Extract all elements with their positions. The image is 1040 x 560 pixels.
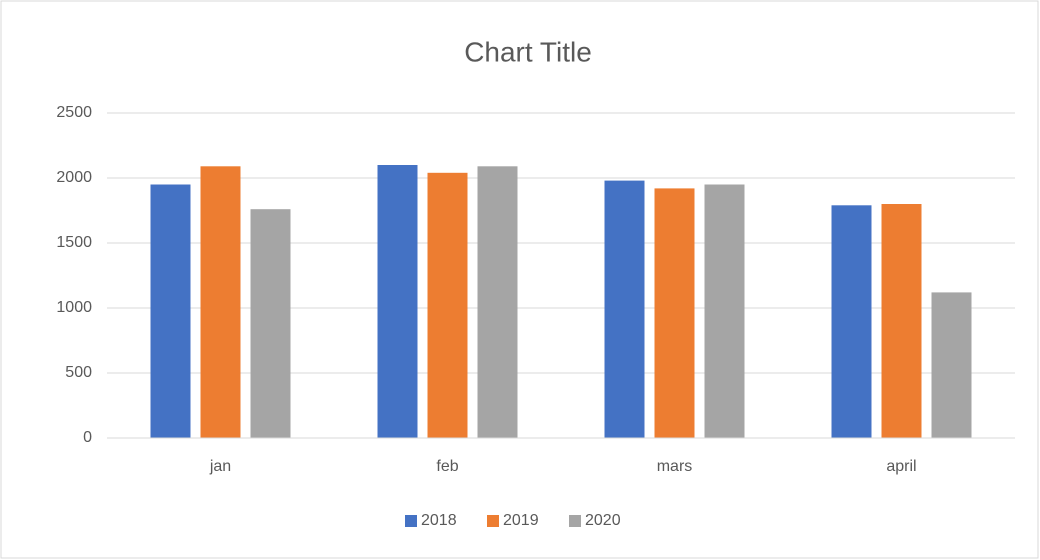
bar [200,166,241,439]
bar [831,205,872,438]
legend-swatch [487,515,499,527]
y-tick-label: 0 [83,429,92,446]
bar [654,188,695,438]
y-tick-label: 1500 [56,234,92,251]
y-tick-label: 1000 [56,299,92,316]
x-tick-label: april [886,458,916,475]
bar [704,184,745,438]
bar [931,292,972,438]
legend-swatch [569,515,581,527]
bar [427,172,468,439]
y-tick-label: 2000 [56,169,92,186]
legend-label: 2019 [503,512,539,529]
legend-label: 2020 [585,512,621,529]
x-tick-label: jan [209,458,231,475]
legend-swatch [405,515,417,527]
legend-label: 2018 [421,512,457,529]
y-tick-label: 500 [65,364,92,381]
chart-title: Chart Title [464,36,592,67]
bar [881,204,922,438]
x-tick-label: feb [436,458,458,475]
x-tick-label: mars [657,458,693,475]
bar [604,180,645,438]
y-tick-label: 2500 [56,104,92,121]
bar [250,209,291,438]
bar [477,166,518,439]
bar [150,184,191,438]
bar [377,165,418,438]
